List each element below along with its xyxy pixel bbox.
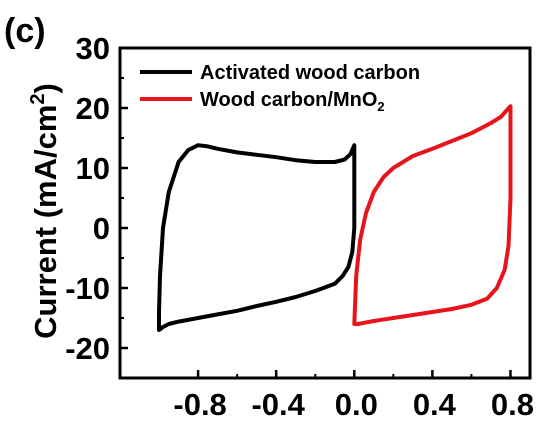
legend: Activated wood carbon Wood carbon/MnO2 [140,62,420,114]
y-tick-label: 10 [76,151,110,186]
y-tick-label: -10 [65,271,110,306]
series-line-1 [157,143,357,332]
y-axis-label-suffix: ) [28,83,63,93]
y-tick-label: 0 [93,211,110,246]
y-tick-label: 20 [76,91,110,126]
legend-label-2: Wood carbon/MnO2 [200,89,385,114]
legend-label-1: Activated wood carbon [200,62,420,84]
x-tick-label: -0.4 [251,387,305,421]
svg-text:Current (mA/cm2): Current (mA/cm2) [27,83,63,339]
x-tick-label: -0.8 [173,387,226,421]
y-tick-label: 30 [76,31,110,66]
panel-label: (c) [4,12,46,50]
y-axis-label-main: Current (mA/cm [28,105,63,339]
series-layer [157,104,513,332]
axis-tick-labels: -0.8 -0.4 0.0 0.4 0.8 -20 -10 0 10 20 30 [65,31,534,421]
x-tick-label: 0.8 [491,387,534,421]
y-tick-label: -20 [65,331,110,366]
x-tick-label: 0.0 [335,387,378,421]
y-axis-label: Current (mA/cm2) [27,83,63,339]
x-tick-label: 0.4 [413,387,457,421]
series-line-2 [352,104,513,326]
y-axis-label-superscript: 2 [27,93,49,104]
plot-frame [118,46,532,380]
